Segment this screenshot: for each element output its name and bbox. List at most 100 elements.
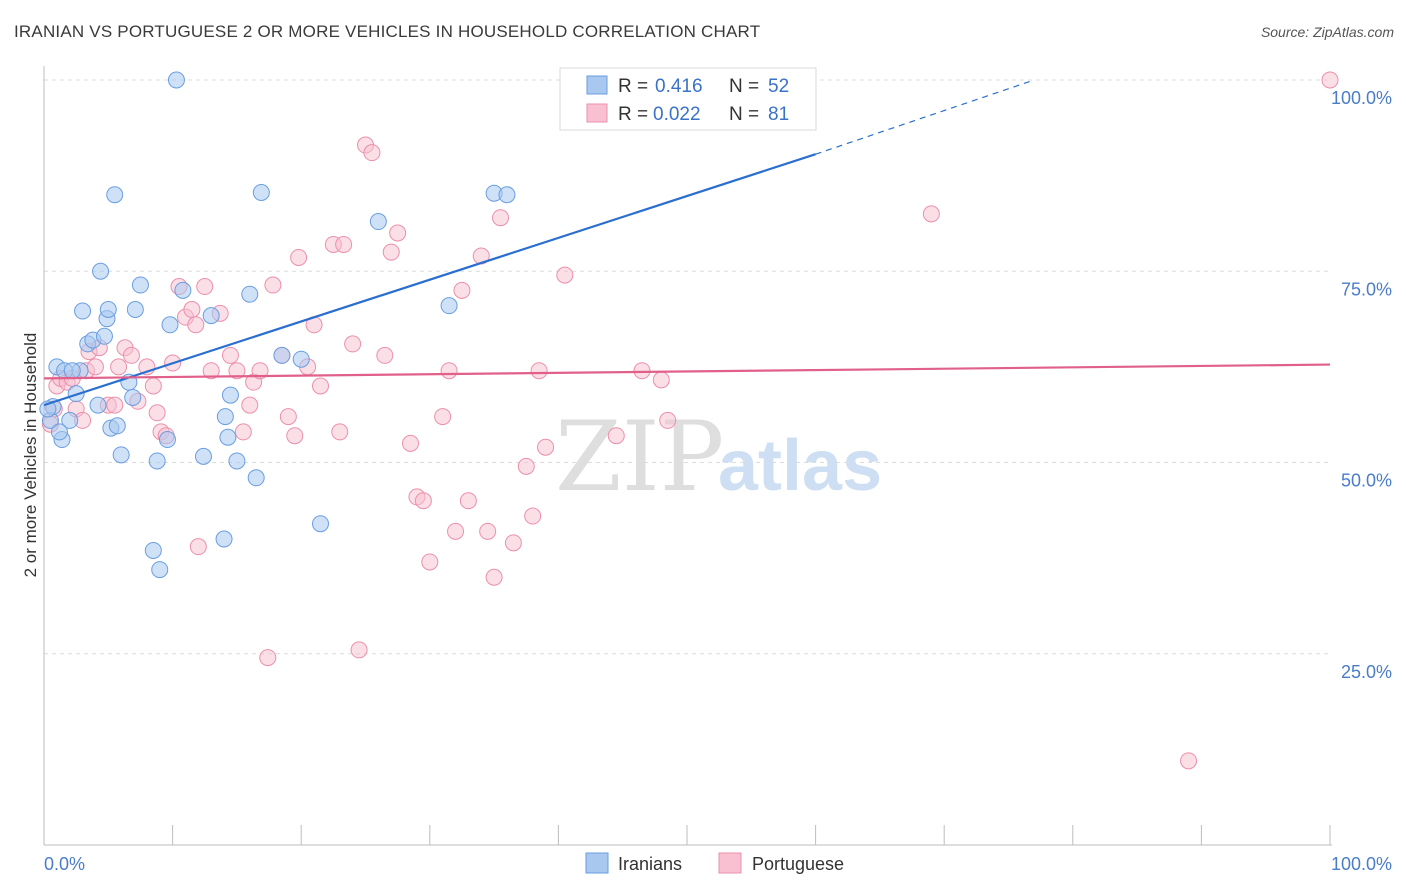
portuguese-point bbox=[479, 522, 497, 540]
iranians-point bbox=[498, 186, 516, 204]
portuguese-point bbox=[202, 362, 220, 380]
portuguese-point bbox=[290, 248, 308, 266]
portuguese-point bbox=[633, 362, 651, 380]
iranians-point bbox=[108, 417, 126, 435]
portuguese-point bbox=[110, 358, 128, 376]
iranians-point bbox=[369, 213, 387, 231]
iranians-point bbox=[202, 307, 220, 325]
portuguese-point bbox=[556, 266, 574, 284]
x-tick-label: 100.0% bbox=[1331, 854, 1392, 874]
portuguese-point bbox=[389, 224, 407, 242]
y-axis-label: 2 or more Vehicles in Household bbox=[21, 333, 40, 578]
portuguese-point bbox=[279, 408, 297, 426]
portuguese-point bbox=[524, 507, 542, 525]
trend-lines bbox=[43, 79, 1331, 407]
bottom-legend-portuguese: Portuguese bbox=[752, 854, 844, 874]
portuguese-point bbox=[228, 362, 246, 380]
iranians-point bbox=[144, 541, 162, 559]
iranians-point bbox=[221, 386, 239, 404]
chart-title: IRANIAN VS PORTUGUESE 2 OR MORE VEHICLES… bbox=[14, 22, 761, 41]
portuguese-point bbox=[659, 411, 677, 429]
x-tick-label: 0.0% bbox=[44, 854, 85, 874]
portuguese-trend-line bbox=[43, 363, 1331, 380]
iranians-point bbox=[247, 469, 265, 487]
legend-r-value: 0.416 bbox=[655, 76, 703, 97]
portuguese-point bbox=[344, 335, 362, 353]
iranians-point bbox=[174, 281, 192, 299]
legend-n-label: N = bbox=[729, 76, 759, 97]
iranians-point bbox=[219, 428, 237, 446]
legend-n-label: N = bbox=[729, 104, 759, 125]
legend-swatch-iranians bbox=[586, 75, 608, 95]
legend-r-label: R = bbox=[618, 76, 648, 97]
portuguese-point bbox=[189, 538, 207, 556]
portuguese-point bbox=[504, 534, 522, 552]
portuguese-point bbox=[148, 404, 166, 422]
iranians-point bbox=[167, 71, 185, 89]
portuguese-point bbox=[264, 276, 282, 294]
portuguese-point bbox=[196, 278, 214, 296]
portuguese-point bbox=[331, 423, 349, 441]
watermark-atlas: atlas bbox=[718, 426, 882, 506]
watermark-zip: ZIP bbox=[555, 401, 724, 513]
portuguese-point bbox=[1180, 752, 1198, 770]
portuguese-point bbox=[440, 362, 458, 380]
iranians-point bbox=[151, 561, 169, 579]
legend-swatch-portuguese bbox=[586, 103, 608, 123]
y-tick-labels: 100.0% 75.0% 50.0% 25.0% bbox=[1331, 88, 1392, 682]
portuguese-point bbox=[421, 553, 439, 571]
portuguese-point bbox=[221, 346, 239, 364]
portuguese-point bbox=[363, 144, 381, 162]
portuguese-point bbox=[607, 427, 625, 445]
portuguese-point bbox=[459, 492, 477, 510]
portuguese-point bbox=[376, 346, 394, 364]
iranians-point bbox=[252, 183, 270, 201]
iranians-trend-line bbox=[43, 153, 816, 407]
portuguese-point bbox=[414, 492, 432, 510]
iranians-point bbox=[440, 297, 458, 315]
portuguese-point bbox=[335, 235, 353, 253]
portuguese-point bbox=[922, 205, 940, 223]
legend-r-value: 0.022 bbox=[653, 104, 701, 125]
portuguese-point bbox=[530, 362, 548, 380]
portuguese-point bbox=[492, 209, 510, 227]
bottom-legend-swatch-iranians bbox=[585, 852, 609, 874]
x-tick-labels: 0.0% 100.0% bbox=[44, 854, 1392, 874]
iranians-point bbox=[112, 446, 130, 464]
portuguese-point bbox=[234, 423, 252, 441]
iranians-point bbox=[311, 515, 329, 533]
portuguese-point bbox=[86, 358, 104, 376]
axes bbox=[43, 66, 1332, 846]
portuguese-point bbox=[382, 243, 400, 261]
portuguese-point bbox=[122, 346, 140, 364]
portuguese-point bbox=[350, 641, 368, 659]
portuguese-point bbox=[1321, 71, 1339, 89]
y-tick-label: 25.0% bbox=[1341, 662, 1392, 682]
iranians-point bbox=[216, 408, 234, 426]
iranians-point bbox=[106, 186, 124, 204]
y-tick-label: 50.0% bbox=[1341, 471, 1392, 491]
iranians-point bbox=[158, 431, 176, 449]
y-tick-label: 75.0% bbox=[1341, 279, 1392, 299]
iranians-point bbox=[95, 327, 113, 345]
iranians-point bbox=[89, 396, 107, 414]
portuguese-point bbox=[106, 396, 124, 414]
bottom-legend-iranians: Iranians bbox=[618, 854, 682, 874]
portuguese-point bbox=[311, 377, 329, 395]
portuguese-point bbox=[183, 301, 201, 318]
portuguese-point bbox=[447, 522, 465, 540]
bottom-legend-swatch-portuguese bbox=[718, 852, 742, 874]
portuguese-point bbox=[434, 408, 452, 426]
portuguese-point bbox=[517, 457, 535, 475]
portuguese-point bbox=[453, 281, 471, 299]
portuguese-point bbox=[241, 396, 259, 414]
legend-box: R = 0.416 N = 52 R = 0.022 N = 81 bbox=[559, 67, 817, 131]
portuguese-point bbox=[251, 362, 269, 380]
iranians-point bbox=[292, 350, 310, 368]
legend-r-label: R = bbox=[618, 104, 648, 125]
portuguese-point bbox=[485, 568, 503, 586]
portuguese-point bbox=[187, 316, 205, 334]
bottom-legend: Iranians Portuguese bbox=[585, 852, 844, 874]
iranians-point bbox=[241, 285, 259, 303]
